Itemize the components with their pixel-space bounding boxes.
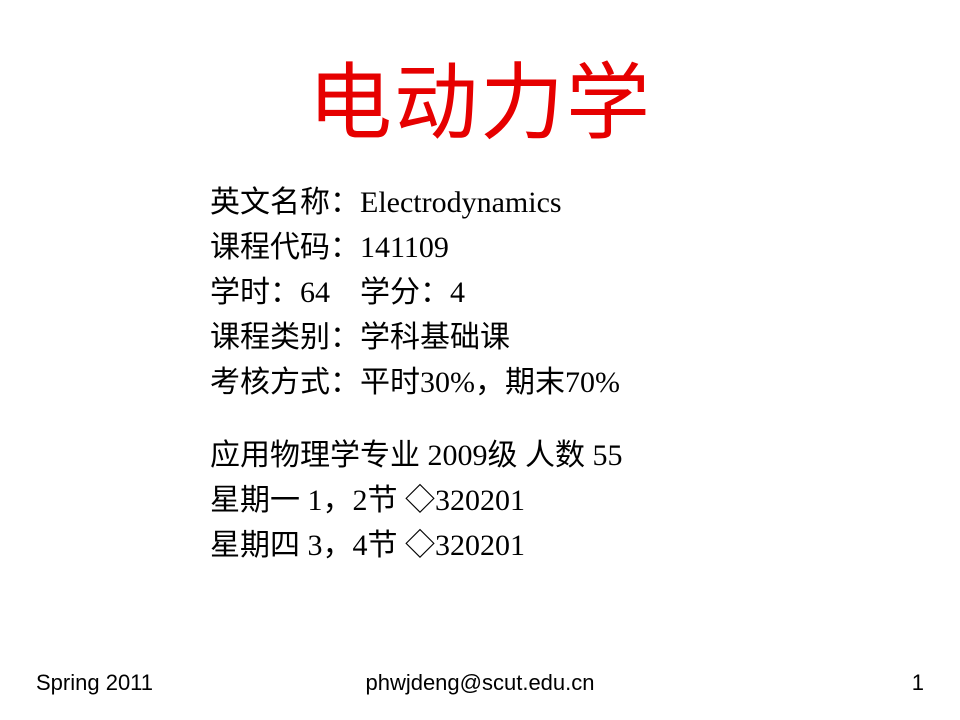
spacer bbox=[210, 405, 850, 433]
schedule-thursday-line: 星期四 3，4节 ◇320201 bbox=[210, 523, 850, 568]
course-details: 英文名称：Electrodynamics 课程代码：141109 学时：64 学… bbox=[210, 180, 850, 568]
class-info-line: 应用物理学专业 2009级 人数 55 bbox=[210, 433, 850, 478]
slide: 电动力学 英文名称：Electrodynamics 课程代码：141109 学时… bbox=[0, 0, 960, 720]
course-title: 电动力学 bbox=[0, 36, 960, 157]
course-code-line: 课程代码：141109 bbox=[210, 225, 850, 270]
schedule-monday-line: 星期一 1，2节 ◇320201 bbox=[210, 478, 850, 523]
footer-page-number: 1 bbox=[912, 670, 924, 696]
course-type-line: 课程类别：学科基础课 bbox=[210, 315, 850, 360]
hours-credits-line: 学时：64 学分：4 bbox=[210, 270, 850, 315]
english-name-line: 英文名称：Electrodynamics bbox=[210, 180, 850, 225]
footer-email: phwjdeng@scut.edu.cn bbox=[36, 670, 924, 696]
assessment-line: 考核方式：平时30%，期末70% bbox=[210, 360, 850, 405]
